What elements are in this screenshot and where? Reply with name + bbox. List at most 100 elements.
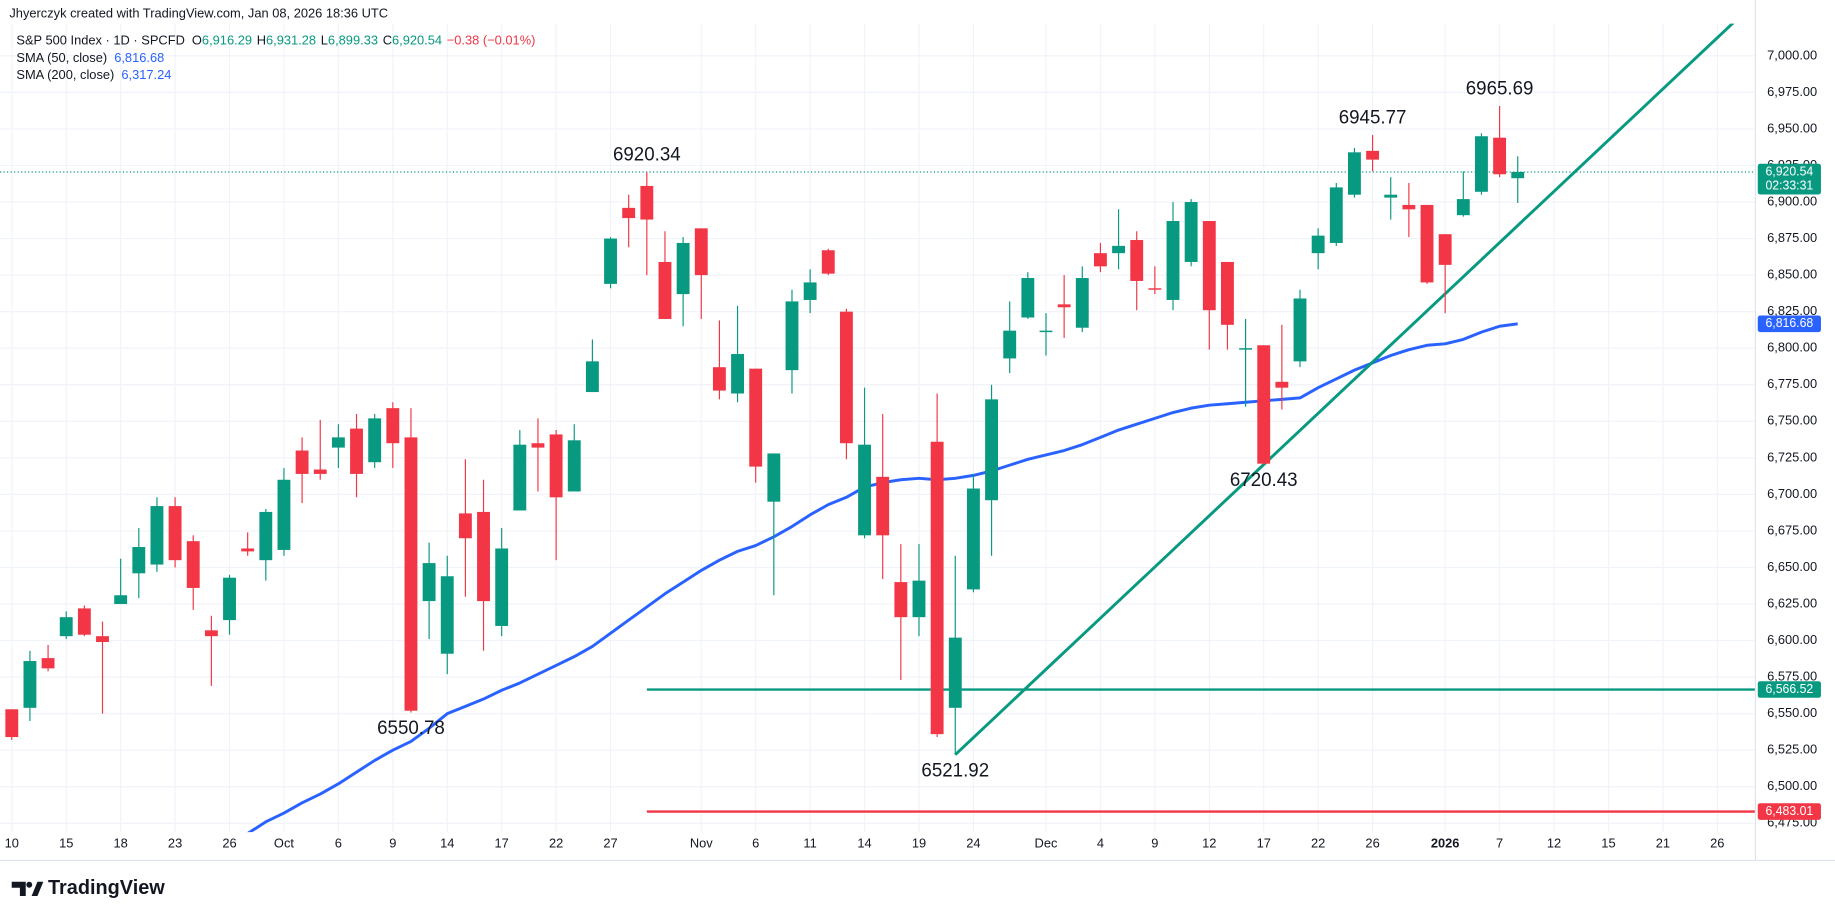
candle-body (1202, 221, 1216, 311)
y-tick-label: 6,700.00 (1767, 486, 1817, 501)
ohlc-value: 6,931.28 (266, 33, 316, 48)
candle-body (1456, 199, 1470, 216)
candle-body (277, 479, 291, 550)
candle-body (59, 617, 73, 637)
candle-body (477, 511, 490, 602)
candle-body (223, 577, 236, 621)
y-tick-label: 7,000.00 (1767, 47, 1817, 62)
candle-body (604, 238, 617, 284)
y-tick-label: 6,675.00 (1767, 522, 1817, 537)
candle-body (749, 368, 763, 467)
indicator-name: SMA (200, close) (16, 67, 114, 82)
candle-body (658, 261, 672, 319)
candle-body (1293, 298, 1307, 362)
x-tick-label: 11 (803, 835, 816, 850)
candle-body (1511, 171, 1525, 179)
price-badge-label: 6,920.54 (1765, 164, 1813, 178)
ohlc-value: 6,916.29 (202, 33, 252, 48)
ohlc-key: C (383, 33, 392, 48)
x-tick-label: 26 (222, 835, 236, 850)
candle-body (1275, 381, 1289, 388)
candle-body (495, 548, 509, 626)
price-badge-label: 6,483.01 (1765, 804, 1813, 818)
candle-body (531, 443, 545, 448)
candle-body (1003, 330, 1017, 359)
candle-body (331, 437, 345, 448)
candle-body (731, 354, 744, 394)
y-tick-label: 6,800.00 (1767, 340, 1817, 355)
candle-body (204, 630, 218, 637)
candle-body (150, 506, 164, 565)
candle-body (1366, 150, 1380, 160)
candle-body (876, 476, 890, 536)
candle-body (404, 437, 418, 711)
trendline (954, 23, 1735, 756)
indicator-name: SMA (50, close) (16, 51, 107, 66)
price-badge (1757, 315, 1821, 333)
candle-body (1039, 330, 1053, 333)
candle-body (295, 450, 309, 474)
grid (0, 23, 1756, 833)
x-tick-label: 6 (752, 835, 759, 850)
candle-body (1329, 187, 1343, 243)
y-tick-label: 6,775.00 (1767, 376, 1817, 391)
candle-body (948, 637, 962, 708)
candle-body (712, 367, 726, 391)
x-tick-label: 18 (114, 835, 128, 850)
candle-body (839, 311, 853, 444)
x-tick-label: 2026 (1431, 835, 1460, 850)
y-tick-label: 6,950.00 (1767, 120, 1817, 135)
plot (0, 23, 1756, 833)
candle-body (132, 547, 146, 574)
symbol: S&P 500 Index · 1D · SPCFD (16, 33, 185, 48)
x-tick-label: 15 (59, 835, 73, 850)
annotation: 6521.92 (921, 759, 989, 780)
candle-body (186, 541, 200, 588)
x-tick-label: 15 (1601, 835, 1615, 850)
indicator-value: 6,317.24 (121, 67, 171, 82)
candle-body (858, 444, 871, 536)
indicator-value: 6,816.68 (114, 51, 164, 66)
candle-body (368, 418, 382, 463)
brand: TradingView (48, 877, 165, 899)
candle-body (1184, 202, 1198, 262)
candle-body (313, 469, 327, 474)
candle-body (549, 434, 563, 498)
candle-body (1166, 221, 1180, 300)
y-tick-label: 6,750.00 (1767, 413, 1817, 428)
y-tick-label: 6,600.00 (1767, 632, 1817, 647)
y-tick-label: 6,550.00 (1767, 705, 1817, 720)
candle-body (1257, 345, 1271, 464)
y-tick-label: 6,900.00 (1767, 193, 1817, 208)
ohlc-value: 6,920.54 (392, 33, 442, 48)
candle-body (930, 441, 944, 735)
candle-body (1057, 304, 1071, 308)
ohlc-key: H (257, 33, 266, 48)
x-tick-label: 10 (5, 835, 19, 850)
candle-body (1220, 261, 1234, 325)
annotation: 6965.69 (1466, 77, 1534, 98)
x-tick-label: 19 (912, 835, 926, 850)
price-badge (1757, 681, 1821, 698)
candle-body (894, 582, 908, 618)
x-tick-label: 9 (1151, 835, 1158, 850)
candle-body (1438, 234, 1452, 265)
candle-body (386, 408, 400, 444)
x-tick-label: 26 (1710, 835, 1724, 850)
x-tick-label: 22 (549, 835, 563, 850)
candle-body (259, 511, 273, 561)
x-tick-label: 27 (603, 835, 617, 850)
x-tick-label: 6 (335, 835, 342, 850)
candle-body (676, 242, 690, 295)
x-tick-label: 22 (1311, 835, 1325, 850)
x-tick-label: Oct (274, 835, 294, 850)
price-badge-label: 6,816.68 (1765, 316, 1813, 330)
x-tick-label: 12 (1547, 835, 1561, 850)
annotation: 6945.77 (1339, 106, 1407, 127)
y-tick-label: 6,850.00 (1767, 266, 1817, 281)
y-tick-label: 6,875.00 (1767, 230, 1817, 245)
candle-body (1148, 288, 1162, 290)
x-tick-label: 9 (389, 835, 396, 850)
x-tick-label: 23 (168, 835, 182, 850)
